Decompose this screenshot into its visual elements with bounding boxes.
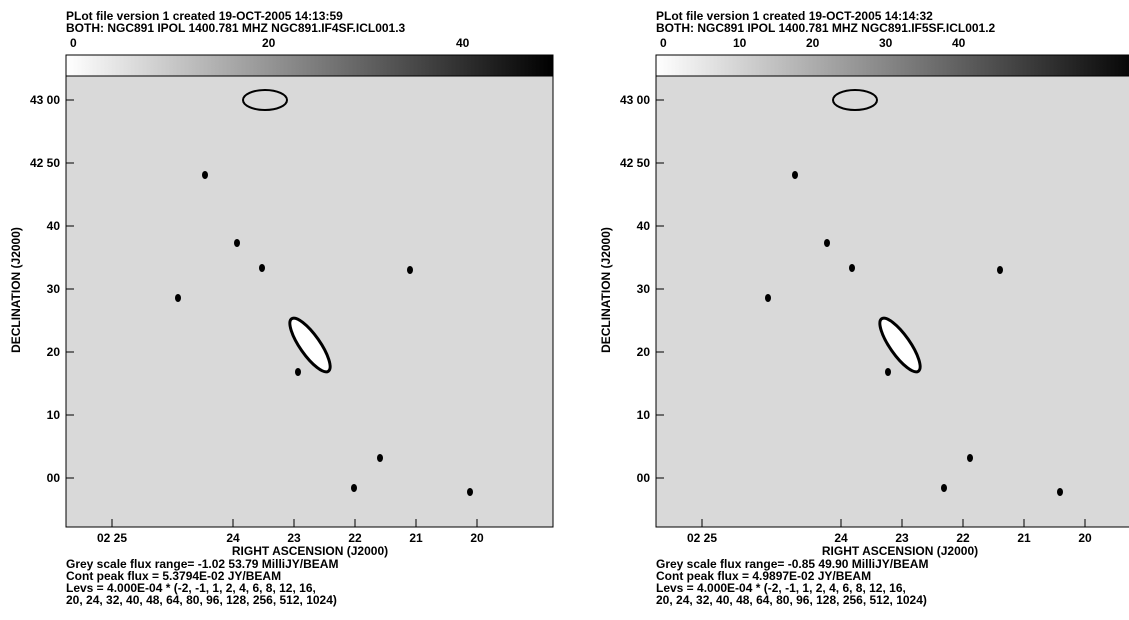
x-axis-title: RIGHT ASCENSION (J2000): [822, 544, 978, 558]
x-tick-label: 21: [409, 531, 423, 545]
x-tick-label: 22: [348, 531, 362, 545]
y-tick-label: 10: [637, 408, 651, 422]
y-tick-label: 20: [637, 345, 651, 359]
x-tick-label: 20: [1078, 531, 1092, 545]
x-tick-label: 24: [226, 531, 240, 545]
header-line: PLot file version 1 created 19-OCT-2005 …: [656, 9, 933, 23]
plot-image: [65, 54, 554, 528]
footer-line: Levs = 4.000E-04 * (-2, -1, 1, 2, 4, 6, …: [656, 581, 906, 595]
source-blob: [967, 454, 973, 462]
source-contour: [832, 89, 878, 111]
y-tick-label: 30: [637, 282, 651, 296]
y-axis-title: DECLINATION (J2000): [599, 227, 613, 353]
colorbar-label: 0: [660, 36, 667, 50]
source-blob: [1057, 488, 1063, 496]
source-contour: [242, 89, 288, 111]
y-tick-label: 40: [637, 219, 651, 233]
galaxy-contour: [288, 316, 332, 374]
colorbar-label: 10: [733, 36, 747, 50]
colorbar-label: 40: [456, 36, 470, 50]
x-tick-label: 21: [1017, 531, 1031, 545]
y-tick-label: 00: [47, 471, 61, 485]
footer-line: Levs = 4.000E-04 * (-2, -1, 1, 2, 4, 6, …: [66, 581, 316, 595]
source-blob: [765, 294, 771, 302]
source-blob: [824, 239, 830, 247]
source-blob: [295, 368, 301, 376]
colorbar: [65, 54, 554, 77]
x-tick-label: 24: [834, 531, 848, 545]
colorbar-label: 0: [70, 36, 77, 50]
y-tick-label: 10: [47, 408, 61, 422]
panel: PLot file version 1 created 19-OCT-2005 …: [599, 9, 1129, 607]
footer-line: Grey scale flux range= -1.02 53.79 Milli…: [66, 557, 338, 571]
y-tick-label: 30: [47, 282, 61, 296]
footer-line: Cont peak flux = 4.9897E-02 JY/BEAM: [656, 569, 871, 583]
x-tick-label: 02 25: [687, 531, 717, 545]
source-blob: [259, 264, 265, 272]
source-blob: [175, 294, 181, 302]
x-tick-label: 20: [470, 531, 484, 545]
plot-image: [655, 54, 1129, 528]
galaxy-contour: [878, 316, 922, 374]
source-blob: [234, 239, 240, 247]
colorbar-label: 40: [952, 36, 966, 50]
source-blob: [849, 264, 855, 272]
colorbar: [655, 54, 1129, 77]
x-tick-label: 02 25: [97, 531, 127, 545]
source-blob: [351, 484, 357, 492]
colorbar-label: 20: [262, 36, 276, 50]
source-blob: [377, 454, 383, 462]
y-tick-label: 42 50: [30, 156, 60, 170]
source-blob: [202, 171, 208, 179]
y-tick-label: 43 00: [30, 93, 60, 107]
x-tick-label: 22: [956, 531, 970, 545]
source-blob: [997, 266, 1003, 274]
header-line: PLot file version 1 created 19-OCT-2005 …: [66, 9, 343, 23]
footer-line: 20, 24, 32, 40, 48, 64, 80, 96, 128, 256…: [656, 593, 927, 607]
panel: PLot file version 1 created 19-OCT-2005 …: [9, 9, 554, 607]
header-line: BOTH: NGC891 IPOL 1400.781 MHZ NGC891.IF…: [656, 21, 996, 35]
source-blob: [941, 484, 947, 492]
header-line: BOTH: NGC891 IPOL 1400.781 MHZ NGC891.IF…: [66, 21, 406, 35]
footer-line: 20, 24, 32, 40, 48, 64, 80, 96, 128, 256…: [66, 593, 337, 607]
y-tick-label: 42 50: [620, 156, 650, 170]
x-tick-label: 23: [895, 531, 909, 545]
source-blob: [467, 488, 473, 496]
footer-line: Cont peak flux = 5.3794E-02 JY/BEAM: [66, 569, 281, 583]
source-blob: [407, 266, 413, 274]
y-tick-label: 20: [47, 345, 61, 359]
y-tick-label: 00: [637, 471, 651, 485]
y-axis-title: DECLINATION (J2000): [9, 227, 23, 353]
y-tick-label: 40: [47, 219, 61, 233]
colorbar-label: 20: [806, 36, 820, 50]
source-blob: [792, 171, 798, 179]
x-tick-label: 23: [287, 531, 301, 545]
y-tick-label: 43 00: [620, 93, 650, 107]
source-blob: [885, 368, 891, 376]
footer-line: Grey scale flux range= -0.85 49.90 Milli…: [656, 557, 928, 571]
colorbar-label: 30: [879, 36, 893, 50]
x-axis-title: RIGHT ASCENSION (J2000): [232, 544, 388, 558]
